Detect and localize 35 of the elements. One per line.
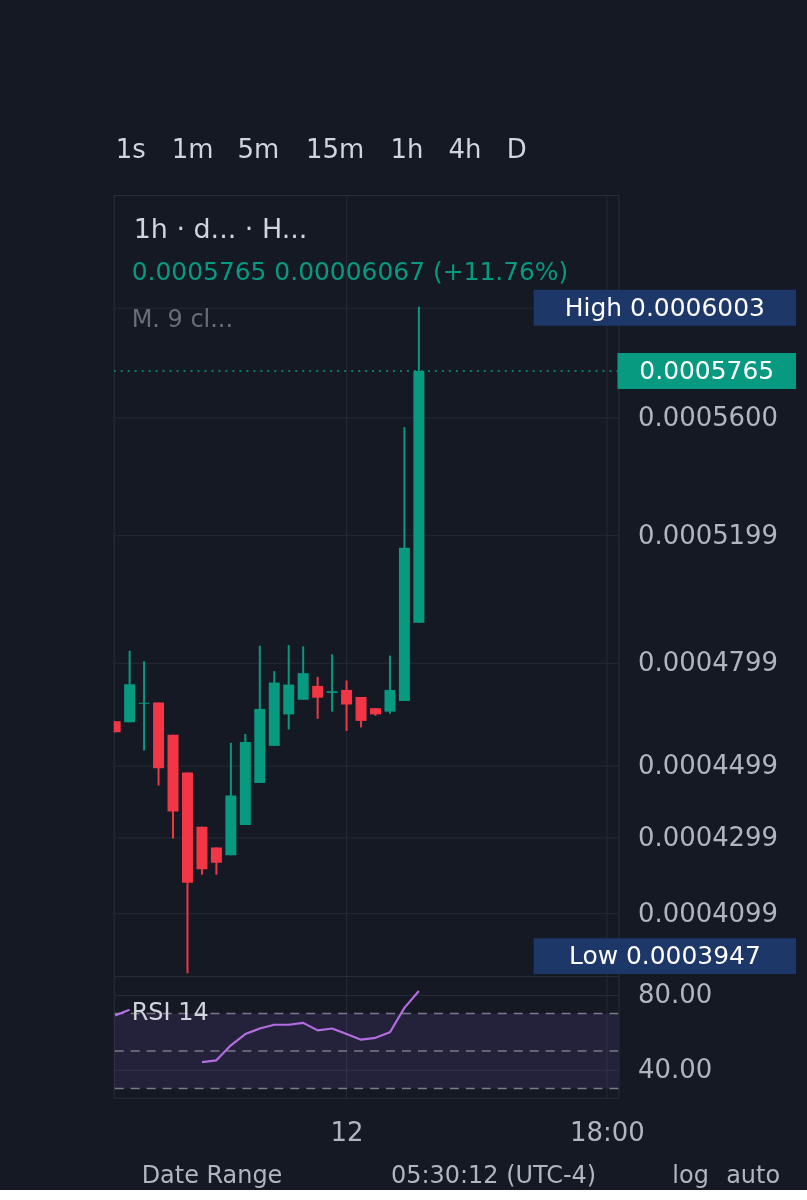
candlestick bbox=[326, 653, 338, 713]
text: RSI 14 bbox=[131, 997, 209, 1026]
text: 4h bbox=[448, 134, 482, 165]
candlestick bbox=[138, 660, 150, 752]
text: 1s bbox=[115, 134, 146, 165]
candlestick bbox=[355, 696, 367, 729]
annotation: Low 0.0003947 bbox=[568, 941, 761, 971]
y-tick-label: 0.0004499 bbox=[637, 749, 779, 780]
y-tick-label: 0.0005600 bbox=[637, 401, 779, 432]
y-tick-label: 0.0004299 bbox=[637, 821, 779, 852]
text: 1m bbox=[171, 134, 214, 165]
text: 0.0005765 0.00006067 (+11.76%) bbox=[131, 256, 569, 286]
text: auto bbox=[726, 1160, 781, 1189]
text: Date Range bbox=[141, 1160, 283, 1189]
annotation: M. 9 cl... bbox=[131, 304, 234, 333]
y-tick-label: 80.00 bbox=[637, 979, 713, 1010]
text: 1h · d... · H... bbox=[133, 212, 308, 244]
text: 15m bbox=[306, 134, 365, 165]
candlestick bbox=[384, 654, 396, 715]
text: log bbox=[672, 1160, 709, 1189]
ref-line-label: 0.0005765 bbox=[639, 355, 775, 385]
x-tick-label: 12 bbox=[330, 1117, 364, 1148]
x-tick-label: 18:00 bbox=[570, 1117, 645, 1148]
y-tick-label: 0.0005199 bbox=[637, 519, 779, 550]
y-tick-label: 0.0004799 bbox=[637, 647, 779, 678]
candlestick bbox=[312, 675, 324, 720]
candlestick bbox=[210, 846, 222, 876]
candlestick bbox=[341, 679, 353, 732]
y-tick-label: 0.0004099 bbox=[637, 897, 779, 928]
annotation: High 0.0006003 bbox=[564, 292, 765, 322]
text: 5m bbox=[237, 134, 280, 165]
y-tick-label: 40.00 bbox=[637, 1054, 713, 1085]
text: D bbox=[506, 134, 527, 165]
text: 1h bbox=[390, 134, 424, 165]
text: 05:30:12 (UTC-4) bbox=[391, 1160, 597, 1189]
